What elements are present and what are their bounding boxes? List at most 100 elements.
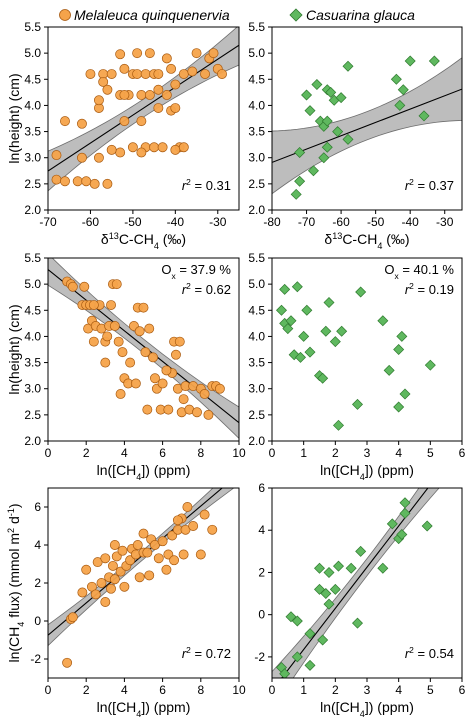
data-point (115, 147, 126, 158)
data-point (100, 553, 111, 564)
y-tick-label: 2.5 (248, 408, 265, 422)
data-point (136, 116, 147, 127)
data-point (192, 407, 202, 418)
data-point (67, 281, 78, 292)
y-tick-label: 5.0 (248, 46, 265, 60)
x-tick-label: 8 (197, 446, 204, 460)
data-point (314, 562, 325, 574)
y-tick-label: 2.5 (24, 408, 41, 422)
y-tick-label: 4 (258, 523, 265, 537)
x-tick-label: 4 (121, 683, 128, 697)
data-point (314, 583, 325, 595)
data-point (153, 69, 164, 80)
data-point (393, 344, 405, 355)
x-tick-label: 0 (269, 446, 276, 460)
x-tick-label: 8 (197, 683, 204, 697)
data-point (307, 165, 319, 177)
data-point (119, 116, 130, 127)
data-point (170, 103, 181, 113)
data-point (377, 315, 389, 327)
data-point (157, 536, 168, 547)
data-point (102, 178, 113, 189)
x-tick-label: -30 (436, 215, 454, 229)
data-point (298, 330, 310, 342)
data-point (161, 564, 172, 575)
data-point (195, 549, 206, 560)
data-point (166, 63, 177, 74)
data-point (383, 364, 395, 376)
data-point (311, 79, 323, 91)
data-point (396, 330, 408, 342)
plot-area (48, 488, 235, 668)
data-point (67, 612, 78, 623)
x-tick-label: 2 (332, 683, 339, 697)
x-tick-label: -60 (332, 215, 350, 229)
y-tick-label: 2 (258, 565, 265, 579)
x-tick-label: -40 (167, 215, 185, 229)
data-point (102, 331, 113, 342)
data-point (138, 528, 149, 539)
data-point (96, 578, 107, 588)
data-point (323, 296, 335, 308)
data-point (132, 48, 143, 59)
data-point (93, 95, 104, 106)
y-tick-label: 3.0 (248, 382, 265, 396)
data-point (144, 323, 155, 334)
data-point (394, 99, 406, 111)
y-tick-label: 4.5 (24, 72, 41, 86)
data-point (188, 521, 199, 531)
x-tick-label: 0 (45, 446, 52, 460)
data-point (109, 574, 120, 585)
data-point (142, 404, 153, 415)
data-point (117, 545, 128, 556)
data-point (342, 133, 354, 145)
r-squared-label: r2 = 0.37 (405, 177, 454, 193)
plot-frame (271, 26, 463, 211)
r-squared-label: r2 = 0.72 (182, 645, 231, 661)
y-tick-label: 4.5 (24, 303, 41, 317)
data-point (207, 524, 218, 535)
x-tick-label: 4 (395, 446, 402, 460)
data-point (294, 175, 306, 187)
data-point (106, 583, 116, 594)
data-point (106, 300, 116, 311)
data-point (208, 48, 219, 59)
data-point (290, 188, 302, 200)
data-point (148, 352, 158, 363)
data-point (172, 515, 183, 526)
x-tick-label: 3 (364, 683, 371, 697)
data-point (88, 300, 99, 311)
y-tick-label: 3.5 (248, 356, 265, 370)
data-point (214, 383, 225, 394)
data-point (200, 69, 210, 80)
data-point (178, 69, 189, 80)
x-tick-label: -40 (402, 215, 420, 229)
y-tick-label: 4.5 (248, 303, 265, 317)
data-point (333, 560, 344, 572)
data-point (149, 142, 160, 153)
data-point (301, 89, 313, 101)
data-point (81, 176, 92, 187)
data-point (161, 365, 172, 376)
data-point (178, 394, 189, 405)
data-point (60, 176, 70, 187)
x-tick-label: 5 (427, 683, 434, 697)
x-tick-label: 2 (332, 446, 339, 460)
data-point (77, 587, 88, 598)
data-point (279, 283, 291, 295)
x-tick-label: 0 (269, 683, 276, 697)
y-tick-label: 3.0 (24, 151, 41, 165)
y-tick-label: 5.0 (24, 277, 41, 291)
data-point (404, 55, 416, 67)
data-point (288, 349, 300, 361)
legend-casuarina-label: Casuarina glauca (306, 7, 415, 23)
data-point (72, 176, 83, 187)
data-point (282, 323, 294, 335)
plot-area (272, 488, 440, 678)
x-tick-label: 6 (459, 683, 466, 697)
data-point (285, 315, 297, 327)
data-point (178, 549, 189, 560)
data-point (119, 90, 130, 100)
data-point (171, 349, 181, 360)
data-point (150, 373, 160, 384)
